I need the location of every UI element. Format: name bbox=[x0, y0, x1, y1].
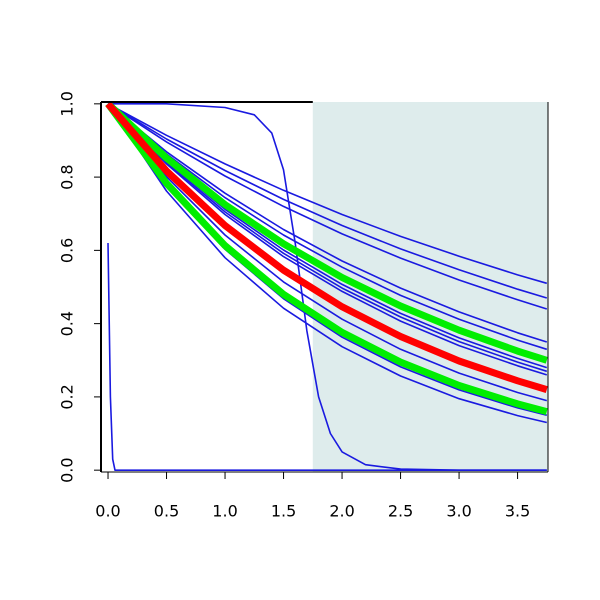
curve bbox=[107, 103, 548, 402]
x-tick-label: 3.5 bbox=[505, 502, 530, 521]
y-tick-label: 0.0 bbox=[58, 457, 77, 482]
curve bbox=[108, 103, 547, 471]
y-tick-label: 1.0 bbox=[58, 91, 77, 116]
x-tick-label: 1.0 bbox=[212, 502, 237, 521]
curve bbox=[107, 103, 548, 299]
curve bbox=[107, 103, 548, 343]
curve bbox=[107, 103, 548, 285]
curve bbox=[107, 242, 547, 471]
curve bbox=[107, 103, 548, 351]
x-tick-label: 2.0 bbox=[329, 502, 354, 521]
plot-area bbox=[105, 102, 548, 472]
y-tick-label: 0.4 bbox=[58, 311, 77, 336]
x-tick-label: 0.5 bbox=[154, 502, 179, 521]
y-tick-label: 0.8 bbox=[58, 164, 77, 189]
curve bbox=[105, 102, 548, 393]
y-tick-label: 0.6 bbox=[58, 238, 77, 263]
y-tick-label: 0.2 bbox=[58, 384, 77, 409]
curve bbox=[107, 103, 548, 373]
curve bbox=[105, 102, 548, 415]
curve bbox=[107, 103, 547, 424]
curve bbox=[107, 103, 548, 376]
x-tick-label: 3.0 bbox=[446, 502, 471, 521]
x-tick-label: 1.5 bbox=[271, 502, 296, 521]
curve bbox=[107, 103, 548, 310]
curve bbox=[105, 102, 548, 364]
x-tick-label: 2.5 bbox=[388, 502, 413, 521]
x-tick-label: 0.0 bbox=[95, 502, 120, 521]
